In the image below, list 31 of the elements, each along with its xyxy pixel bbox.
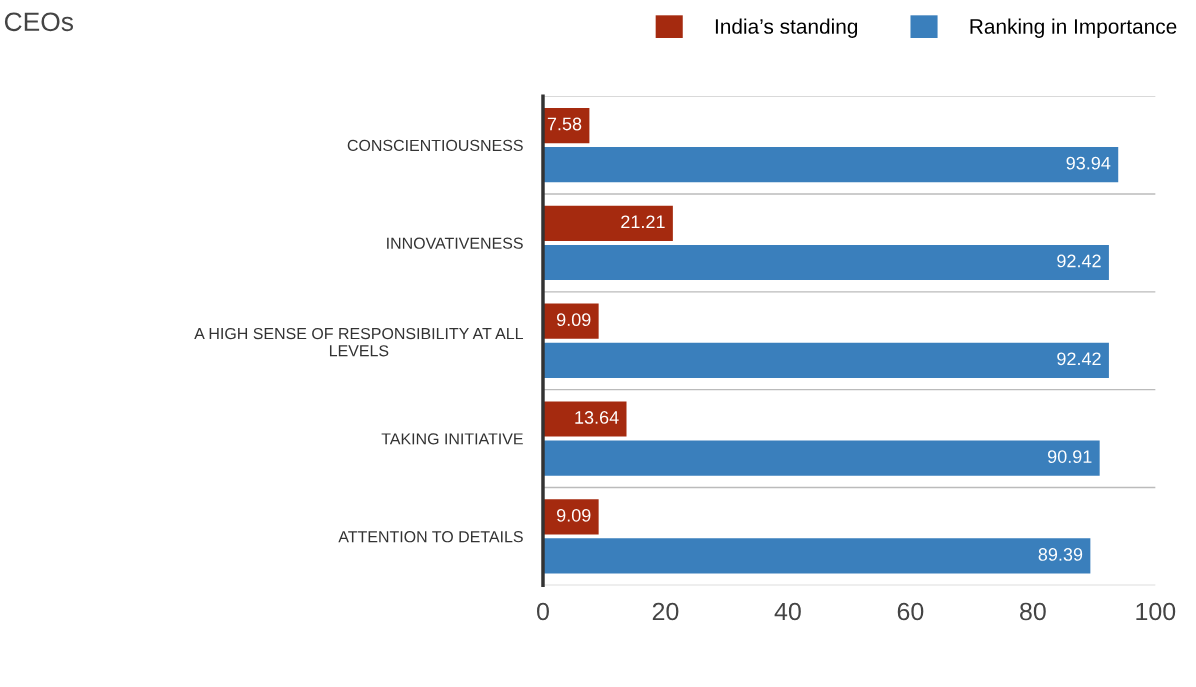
data-label: 7.58 [547,117,582,131]
data-label: 9.09 [557,313,591,327]
text: CEOs [4,12,74,32]
x-tick-label: 80 [1020,602,1046,621]
legend-label: Ranking in Importance [970,18,1177,38]
bar [542,342,1109,378]
y-tick-label: TAKING INITIATIVE [381,433,523,445]
y-tick-label: CONSCIENTIOUSNESS [347,139,523,152]
x-tick-label: 60 [897,602,924,621]
bar [542,538,1091,574]
data-label: 9.09 [557,508,591,522]
data-label: 93.94 [1066,156,1111,170]
x-tick-label: 100 [1136,602,1176,621]
bar [542,244,1109,281]
data-label: 92.42 [1057,352,1101,366]
y-tick-label: ATTENTION TO DETAILS [338,531,523,543]
legend-label: India’s standing [715,18,858,38]
bar [542,440,1100,476]
data-label: 89.39 [1038,548,1083,561]
x-tick-label: 40 [774,602,801,621]
data-label: 13.64 [575,411,619,424]
data-label: 21.21 [621,215,665,229]
y-tick-label: INNOVATIVENESS [387,237,523,249]
x-tick-label: 20 [652,602,679,621]
bar [542,147,1119,183]
data-label: 92.42 [1057,254,1101,268]
bar [542,401,627,437]
bar [542,205,673,241]
y-tick-label: A HIGH SENSE OF RESPONSIBILITY AT ALL LEVELS [194,327,524,357]
x-tick-label: 0 [537,602,549,621]
data-label: 90.91 [1047,450,1092,463]
